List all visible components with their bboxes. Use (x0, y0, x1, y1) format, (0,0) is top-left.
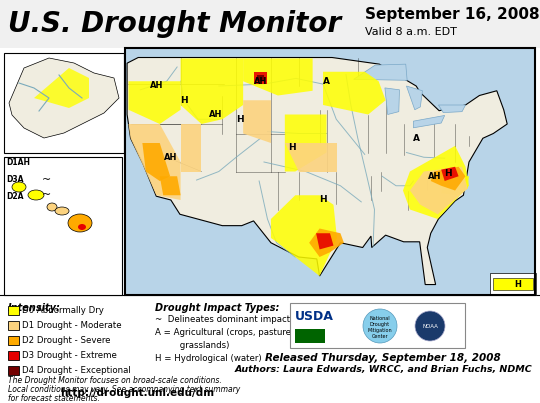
Text: Intensity:: Intensity: (8, 303, 61, 313)
Polygon shape (323, 72, 386, 114)
Bar (125, 48, 535, 295)
Text: http://drought.unl.edu/dm: http://drought.unl.edu/dm (60, 388, 214, 398)
Text: National: National (370, 316, 390, 321)
Text: D3 Drought - Extreme: D3 Drought - Extreme (22, 351, 117, 360)
Text: D2 Drought - Severe: D2 Drought - Severe (22, 336, 111, 345)
Text: D1 Drought - Moderate: D1 Drought - Moderate (22, 321, 122, 330)
Polygon shape (438, 105, 465, 112)
Ellipse shape (363, 309, 397, 343)
Ellipse shape (78, 224, 86, 230)
Bar (8, 351, 19, 360)
Bar (8, 336, 19, 345)
Polygon shape (441, 167, 458, 181)
Polygon shape (385, 88, 400, 114)
Polygon shape (257, 75, 264, 81)
Polygon shape (285, 143, 337, 172)
Ellipse shape (12, 182, 26, 192)
Polygon shape (407, 86, 422, 110)
Polygon shape (160, 176, 180, 195)
Polygon shape (354, 64, 407, 80)
Text: Drought Impact Types:: Drought Impact Types: (155, 303, 279, 313)
Polygon shape (127, 58, 507, 285)
Polygon shape (129, 81, 180, 124)
Text: H: H (319, 195, 327, 204)
Polygon shape (129, 124, 180, 200)
Polygon shape (309, 229, 344, 257)
Polygon shape (243, 100, 271, 143)
Bar (0, 0, 540, 48)
Bar (295, 329, 325, 343)
Text: A: A (413, 134, 420, 143)
Text: September 16, 2008: September 16, 2008 (365, 8, 539, 23)
Text: D1AH: D1AH (6, 158, 30, 167)
Polygon shape (285, 114, 327, 172)
Text: The Drought Monitor focuses on broad-scale conditions.: The Drought Monitor focuses on broad-sca… (8, 376, 222, 385)
Polygon shape (493, 278, 533, 290)
Polygon shape (34, 68, 89, 108)
Polygon shape (414, 115, 444, 128)
Polygon shape (180, 124, 201, 172)
Bar (490, 273, 536, 295)
Bar (4, 157, 122, 295)
Text: AH: AH (254, 77, 267, 86)
Ellipse shape (68, 214, 92, 232)
Text: AH: AH (428, 172, 441, 181)
Polygon shape (316, 233, 334, 249)
Text: D4 Drought - Exceptional: D4 Drought - Exceptional (22, 366, 131, 375)
Text: Authors: Laura Edwards, WRCC, and Brian Fuchs, NDMC: Authors: Laura Edwards, WRCC, and Brian … (234, 365, 532, 374)
Text: A = Agricultural (crops, pastures,: A = Agricultural (crops, pastures, (155, 328, 298, 337)
Text: Drought: Drought (370, 322, 390, 327)
Ellipse shape (55, 207, 69, 215)
Text: D2A: D2A (6, 192, 24, 201)
Text: H: H (236, 115, 244, 124)
Text: A: A (323, 77, 330, 86)
Bar (125, 48, 535, 295)
Text: H: H (288, 143, 295, 152)
Text: NOAA: NOAA (422, 324, 438, 328)
Text: Valid 8 a.m. EDT: Valid 8 a.m. EDT (365, 27, 457, 37)
Bar (8, 321, 19, 330)
Polygon shape (431, 167, 465, 191)
Polygon shape (271, 195, 337, 276)
Text: ~: ~ (42, 175, 51, 185)
Text: AH: AH (208, 110, 222, 119)
Text: grasslands): grasslands) (155, 341, 230, 350)
Bar (8, 366, 19, 375)
Text: ~  Delineates dominant impacts: ~ Delineates dominant impacts (155, 315, 295, 324)
Polygon shape (254, 72, 267, 84)
Polygon shape (243, 58, 313, 96)
Text: H: H (180, 96, 188, 105)
Text: H: H (515, 280, 522, 289)
Bar (4, 53, 124, 153)
Bar (290, 303, 465, 348)
Bar (0, 295, 540, 403)
Ellipse shape (28, 190, 44, 200)
Ellipse shape (47, 203, 57, 211)
Text: Local conditions may vary. See accompanying text summary: Local conditions may vary. See accompany… (8, 385, 240, 394)
Polygon shape (441, 176, 469, 195)
Text: U.S. Drought Monitor: U.S. Drought Monitor (8, 10, 341, 38)
Polygon shape (410, 167, 468, 214)
Text: Mitigation: Mitigation (368, 328, 393, 333)
Polygon shape (403, 146, 469, 219)
Text: AH: AH (150, 81, 163, 91)
Text: D0 Abnormally Dry: D0 Abnormally Dry (22, 306, 104, 315)
Text: D3A: D3A (6, 175, 24, 184)
Text: Center: Center (372, 334, 388, 339)
Text: Released Thursday, September 18, 2008: Released Thursday, September 18, 2008 (265, 353, 501, 363)
Text: H: H (444, 169, 452, 178)
Polygon shape (143, 143, 170, 181)
Text: ~: ~ (42, 190, 51, 200)
Polygon shape (180, 58, 243, 124)
Ellipse shape (415, 311, 445, 341)
Bar (8, 306, 19, 315)
Text: USDA: USDA (295, 310, 334, 323)
Polygon shape (9, 58, 119, 138)
Text: AH: AH (164, 153, 177, 162)
Text: for forecast statements.: for forecast statements. (8, 394, 100, 403)
Text: H = Hydrological (water): H = Hydrological (water) (155, 354, 261, 363)
